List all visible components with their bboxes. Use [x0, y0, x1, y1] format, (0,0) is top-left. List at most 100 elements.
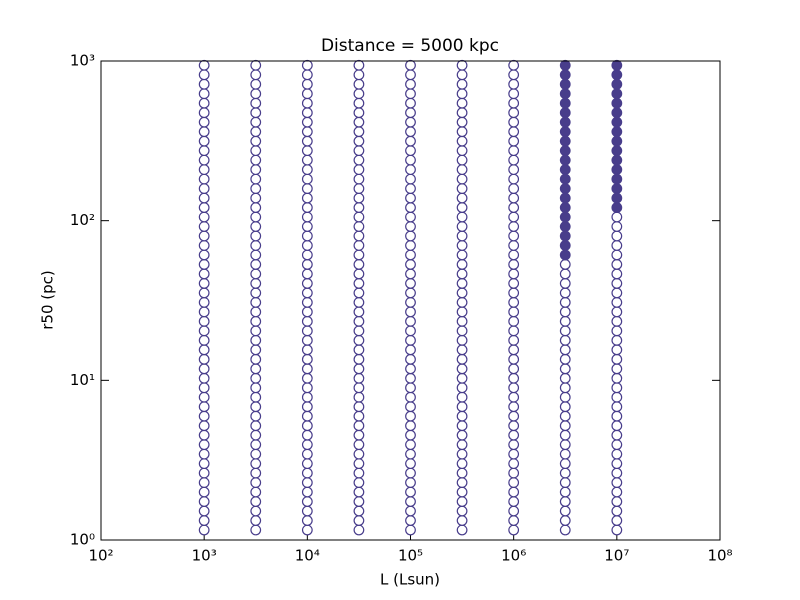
- point: [198, 240, 210, 251]
- point: [198, 458, 210, 470]
- point: [508, 116, 520, 128]
- point: [508, 135, 520, 147]
- point: [405, 202, 416, 213]
- point: [250, 496, 262, 507]
- point: [456, 145, 468, 157]
- point: [611, 363, 623, 375]
- point: [405, 306, 416, 318]
- point: [250, 296, 262, 308]
- point: [353, 315, 365, 327]
- point: [198, 183, 210, 194]
- point: [456, 353, 468, 365]
- point: [456, 458, 468, 470]
- point: [508, 69, 520, 81]
- point: [301, 97, 313, 109]
- point: [559, 278, 571, 289]
- point: [508, 486, 520, 498]
- x-tick-label: 10²: [88, 547, 113, 565]
- point: [405, 372, 416, 384]
- point: [250, 420, 262, 432]
- point: [353, 420, 365, 432]
- point: [559, 154, 571, 166]
- point: [405, 249, 416, 261]
- point: [301, 353, 313, 365]
- point: [301, 505, 313, 517]
- point: [456, 135, 468, 147]
- point: [559, 325, 571, 337]
- point: [250, 230, 262, 242]
- point: [456, 344, 468, 356]
- point: [559, 287, 571, 299]
- point: [611, 211, 623, 223]
- point: [508, 325, 520, 337]
- point: [611, 135, 623, 147]
- point: [405, 59, 416, 71]
- point: [198, 448, 210, 460]
- point: [198, 116, 210, 128]
- point: [250, 183, 262, 194]
- point: [301, 259, 313, 270]
- point: [250, 486, 262, 498]
- point: [198, 211, 210, 223]
- x-tick-label: 10⁸: [707, 547, 732, 565]
- point: [611, 439, 623, 451]
- point: [559, 145, 571, 157]
- point: [353, 202, 365, 213]
- point: [405, 382, 416, 394]
- point: [198, 69, 210, 81]
- point: [508, 202, 520, 213]
- x-tick-label: 10⁵: [398, 547, 423, 565]
- point: [250, 334, 262, 346]
- point: [353, 448, 365, 460]
- y-tick-label: 10³: [70, 52, 95, 70]
- point: [559, 505, 571, 517]
- point: [611, 401, 623, 413]
- point: [250, 325, 262, 337]
- x-axis-label: L (Lsun): [380, 571, 440, 589]
- point: [250, 278, 262, 289]
- point: [611, 249, 623, 261]
- point: [508, 173, 520, 185]
- point: [198, 259, 210, 270]
- point: [301, 78, 313, 90]
- point: [559, 230, 571, 242]
- point: [353, 145, 365, 157]
- point: [353, 429, 365, 441]
- point: [559, 439, 571, 451]
- point: [508, 382, 520, 394]
- point: [198, 145, 210, 157]
- point: [405, 334, 416, 346]
- point: [456, 334, 468, 346]
- point: [198, 268, 210, 280]
- point: [301, 486, 313, 498]
- point: [559, 221, 571, 232]
- point: [559, 429, 571, 441]
- point: [353, 344, 365, 356]
- x-tick-label: 10⁶: [501, 547, 526, 565]
- point: [456, 363, 468, 375]
- point: [301, 145, 313, 157]
- point: [198, 372, 210, 384]
- point: [611, 145, 623, 157]
- point: [405, 154, 416, 166]
- point: [559, 315, 571, 327]
- point: [198, 278, 210, 289]
- point: [250, 107, 262, 119]
- point: [198, 107, 210, 119]
- point: [405, 230, 416, 242]
- point: [456, 154, 468, 166]
- point: [301, 154, 313, 166]
- point: [250, 477, 262, 489]
- point: [301, 183, 313, 194]
- point: [250, 145, 262, 157]
- point: [456, 97, 468, 109]
- point: [508, 249, 520, 261]
- y-tick-label: 10¹: [70, 371, 95, 389]
- point: [250, 467, 262, 479]
- point: [250, 382, 262, 394]
- point: [301, 116, 313, 128]
- point: [405, 173, 416, 185]
- point: [405, 344, 416, 356]
- point: [508, 372, 520, 384]
